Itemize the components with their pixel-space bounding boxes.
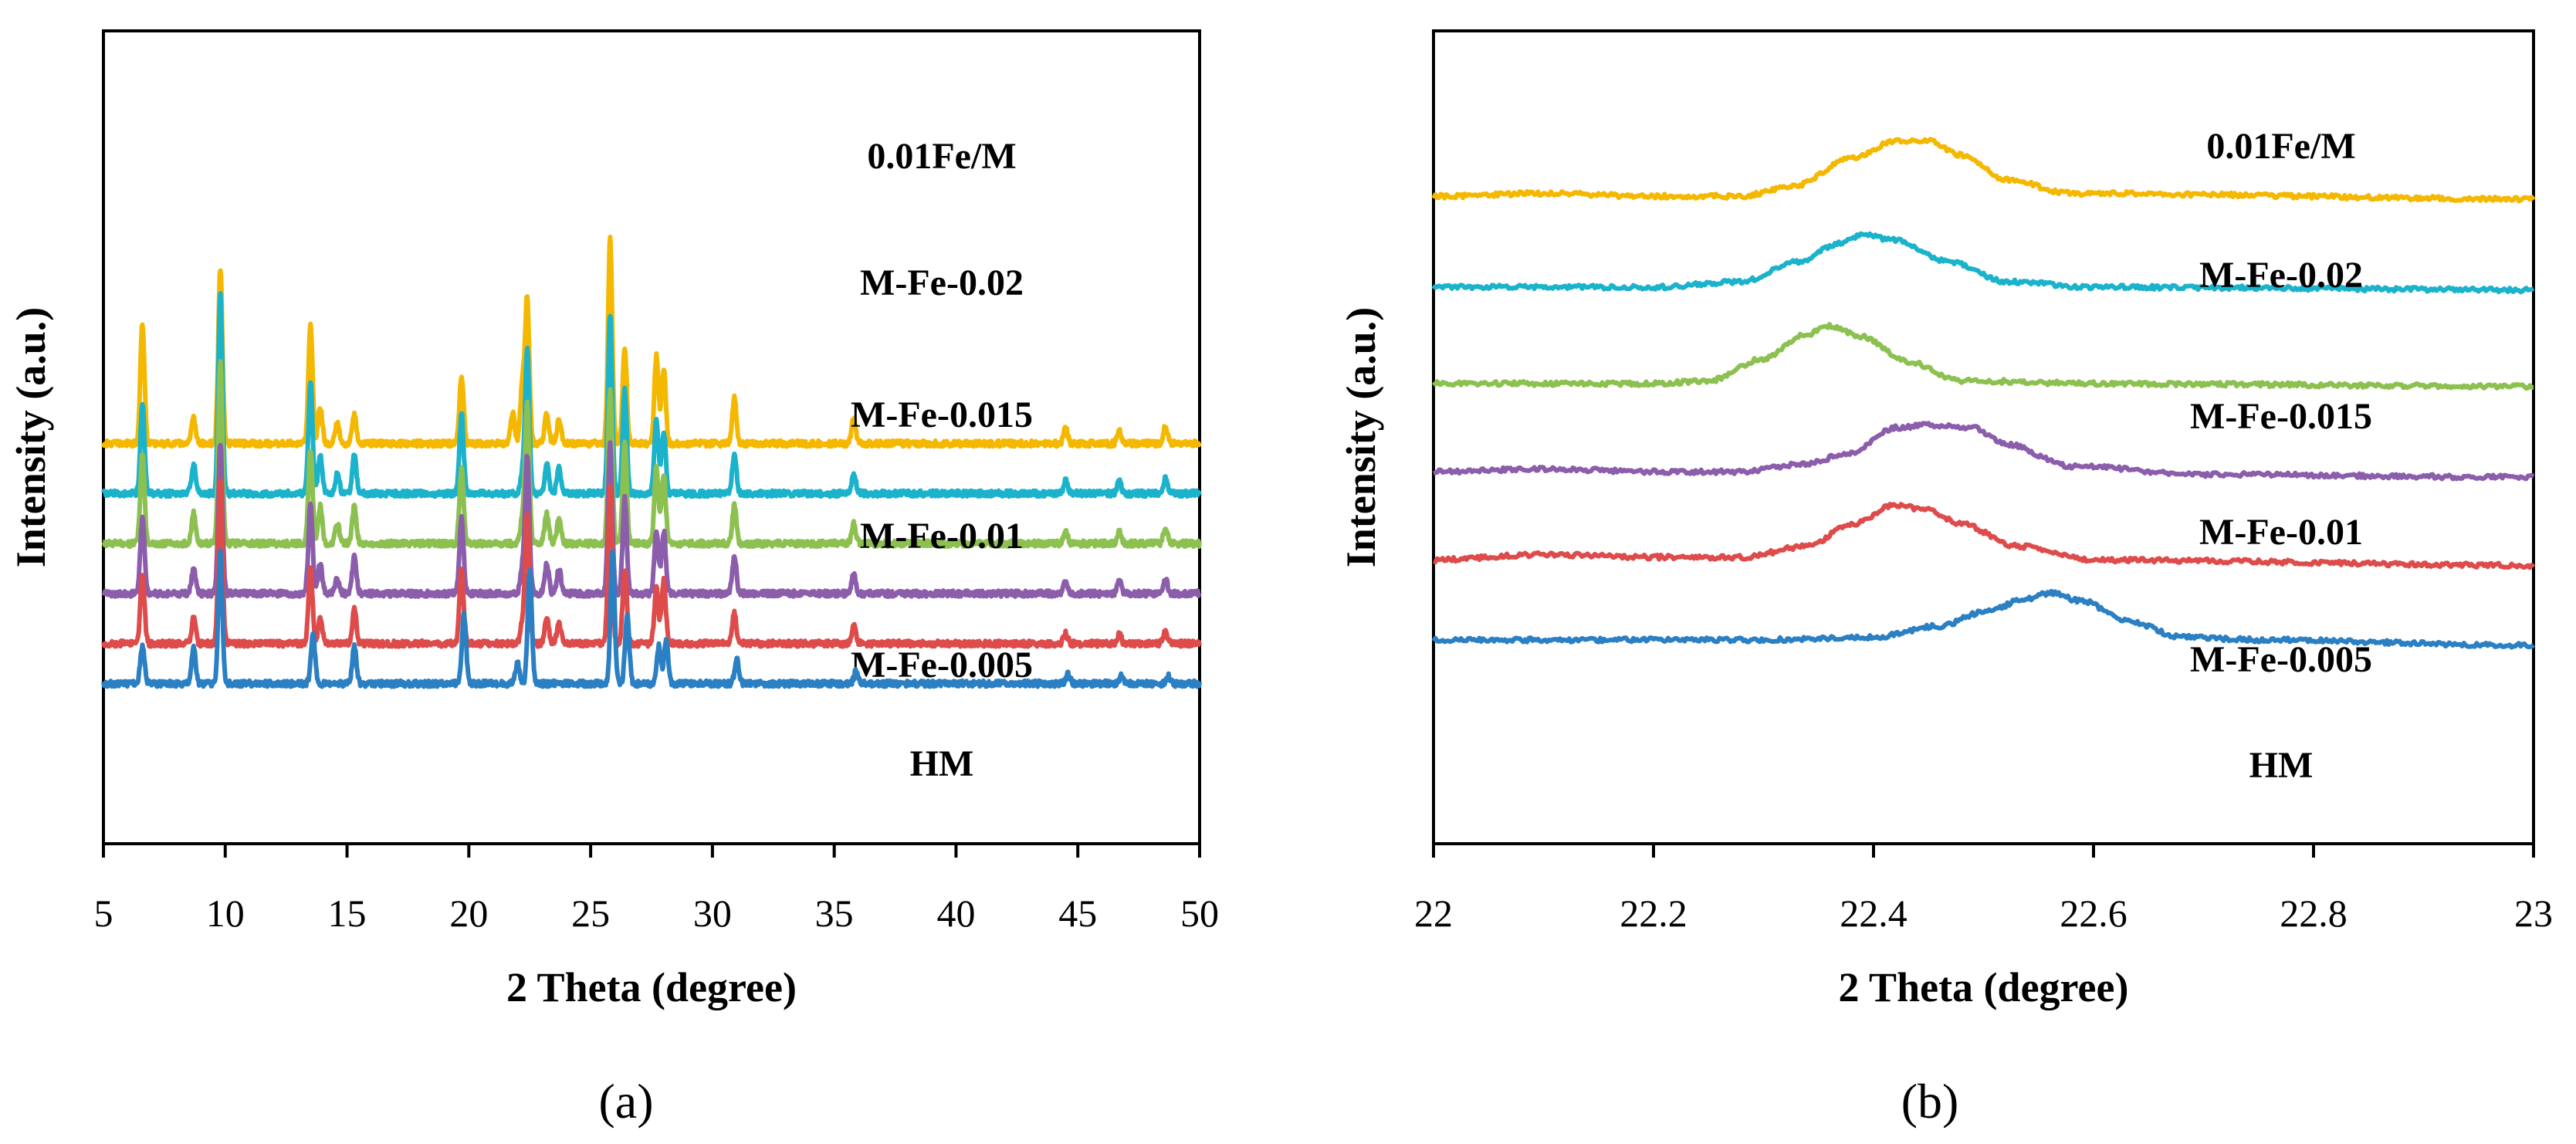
series-line-0-01fe-m [101,235,1202,449]
series-label-m-fe-0-005: M-Fe-0.005 [851,645,1033,685]
series-line-hm [101,548,1202,689]
x-tick-label: 23 [2514,892,2553,935]
y-axis-label: Intensity (a.u.) [1338,307,1384,568]
series-line-m-fe-0-005 [1433,502,2536,570]
series-line-m-fe-0-01 [101,440,1202,599]
x-tick-label: 22.4 [1840,892,1907,935]
series-label-m-fe-0-015: M-Fe-0.015 [2190,396,2372,437]
x-tick-label: 40 [936,892,975,935]
series-line-m-fe-0-015 [1432,322,2534,391]
series-label-m-fe-0-01: M-Fe-0.01 [2199,512,2363,553]
x-tick-label: 25 [571,892,610,935]
x-tick-label: 30 [693,892,732,935]
x-tick-label: 15 [328,892,367,935]
x-axis-label: 2 Theta (degree) [506,964,797,1010]
x-tick-label: 22.8 [2280,892,2348,935]
x-tick-label: 50 [1180,892,1219,935]
series-label-m-fe-0-005: M-Fe-0.005 [2190,639,2372,680]
series-label-0-01fe-m: 0.01Fe/M [2206,126,2355,167]
panel-a-chart: 5 10 15 20 25 30 35 40 45 50 2 Theta (degree) Inten… [8,29,1219,1129]
panel-label: (b) [1901,1074,1959,1129]
x-tick-label: 5 [94,892,113,935]
series-label-hm: HM [2249,745,2314,786]
x-tick-label: 22.2 [1620,892,1687,935]
series-label-m-fe-0-02: M-Fe-0.02 [2199,255,2363,296]
y-axis-label: Intensity (a.u.) [8,307,54,568]
series-label-0-01fe-m: 0.01Fe/M [867,136,1016,177]
x-tick-label: 22 [1414,892,1453,935]
series-line-m-fe-0-02 [101,291,1202,499]
x-tick-label: 45 [1058,892,1097,935]
series-label-m-fe-0-02: M-Fe-0.02 [860,262,1024,303]
panel-b-chart: 22 22.2 22.4 22.6 22.8 23 2 Theta (degree) Inte… [1338,29,2553,1129]
x-tick-label: 20 [449,892,488,935]
x-tick-label: 10 [206,892,245,935]
series-label-m-fe-0-01: M-Fe-0.01 [860,516,1024,557]
series-line-m-fe-0-01 [1433,421,2535,482]
x-tick-label: 22.6 [2060,892,2127,935]
plot-frame [1432,29,2535,845]
x-axis-label: 2 Theta (degree) [1839,964,2129,1010]
panel-label: (a) [598,1074,653,1129]
series-line-m-fe-0-015 [101,359,1202,550]
series-line-hm [1431,588,2535,650]
series-label-hm: HM [910,743,974,784]
series-label-m-fe-0-015: M-Fe-0.015 [851,394,1033,435]
series-line-0-01fe-m [1431,137,2536,204]
series-line-m-fe-0-005 [101,478,1202,649]
x-tick-label: 35 [815,892,854,935]
series-line-m-fe-0-02 [1431,231,2535,295]
plot-frame [102,29,1201,845]
